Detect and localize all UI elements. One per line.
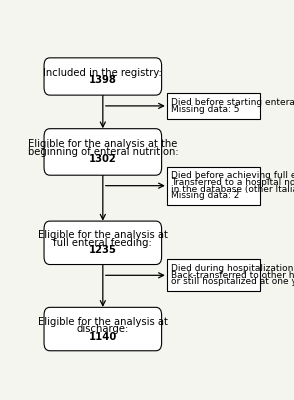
FancyBboxPatch shape	[167, 93, 260, 119]
Text: 1235: 1235	[89, 245, 117, 255]
Text: full enteral feeding:: full enteral feeding:	[54, 238, 152, 248]
Text: Included in the registry:: Included in the registry:	[44, 68, 162, 78]
Text: Transferred to a hospital not included: Transferred to a hospital not included	[171, 178, 294, 187]
Text: beginning of enteral nutrition:: beginning of enteral nutrition:	[28, 147, 178, 157]
Text: 1398: 1398	[89, 75, 117, 85]
Text: Missing data: 2: Missing data: 2	[171, 192, 240, 200]
Text: 1140: 1140	[89, 332, 117, 342]
Text: Eligible for the analysis at the: Eligible for the analysis at the	[28, 140, 178, 150]
FancyBboxPatch shape	[44, 221, 162, 264]
Text: Missing data: 5: Missing data: 5	[171, 105, 240, 114]
FancyBboxPatch shape	[44, 307, 162, 351]
FancyBboxPatch shape	[167, 166, 260, 205]
FancyBboxPatch shape	[44, 129, 162, 175]
Text: or still hospitalized at one year of age: 88: or still hospitalized at one year of age…	[171, 278, 294, 286]
Text: Died before starting enteral nutrition: 91: Died before starting enteral nutrition: …	[171, 98, 294, 107]
Text: Eligible for the analysis at: Eligible for the analysis at	[38, 230, 168, 240]
FancyBboxPatch shape	[167, 259, 260, 291]
Text: Died before achieving full enteral feeding: 59: Died before achieving full enteral feedi…	[171, 171, 294, 180]
Text: Eligible for the analysis at: Eligible for the analysis at	[38, 316, 168, 326]
Text: discharge:: discharge:	[77, 324, 129, 334]
Text: 1302: 1302	[89, 154, 117, 164]
Text: Back-transferred to other hospitals: Back-transferred to other hospitals	[171, 271, 294, 280]
Text: Died during hospitalization: 7: Died during hospitalization: 7	[171, 264, 294, 273]
Text: in the database (other Italian region): 6: in the database (other Italian region): …	[171, 185, 294, 194]
FancyBboxPatch shape	[44, 58, 162, 95]
